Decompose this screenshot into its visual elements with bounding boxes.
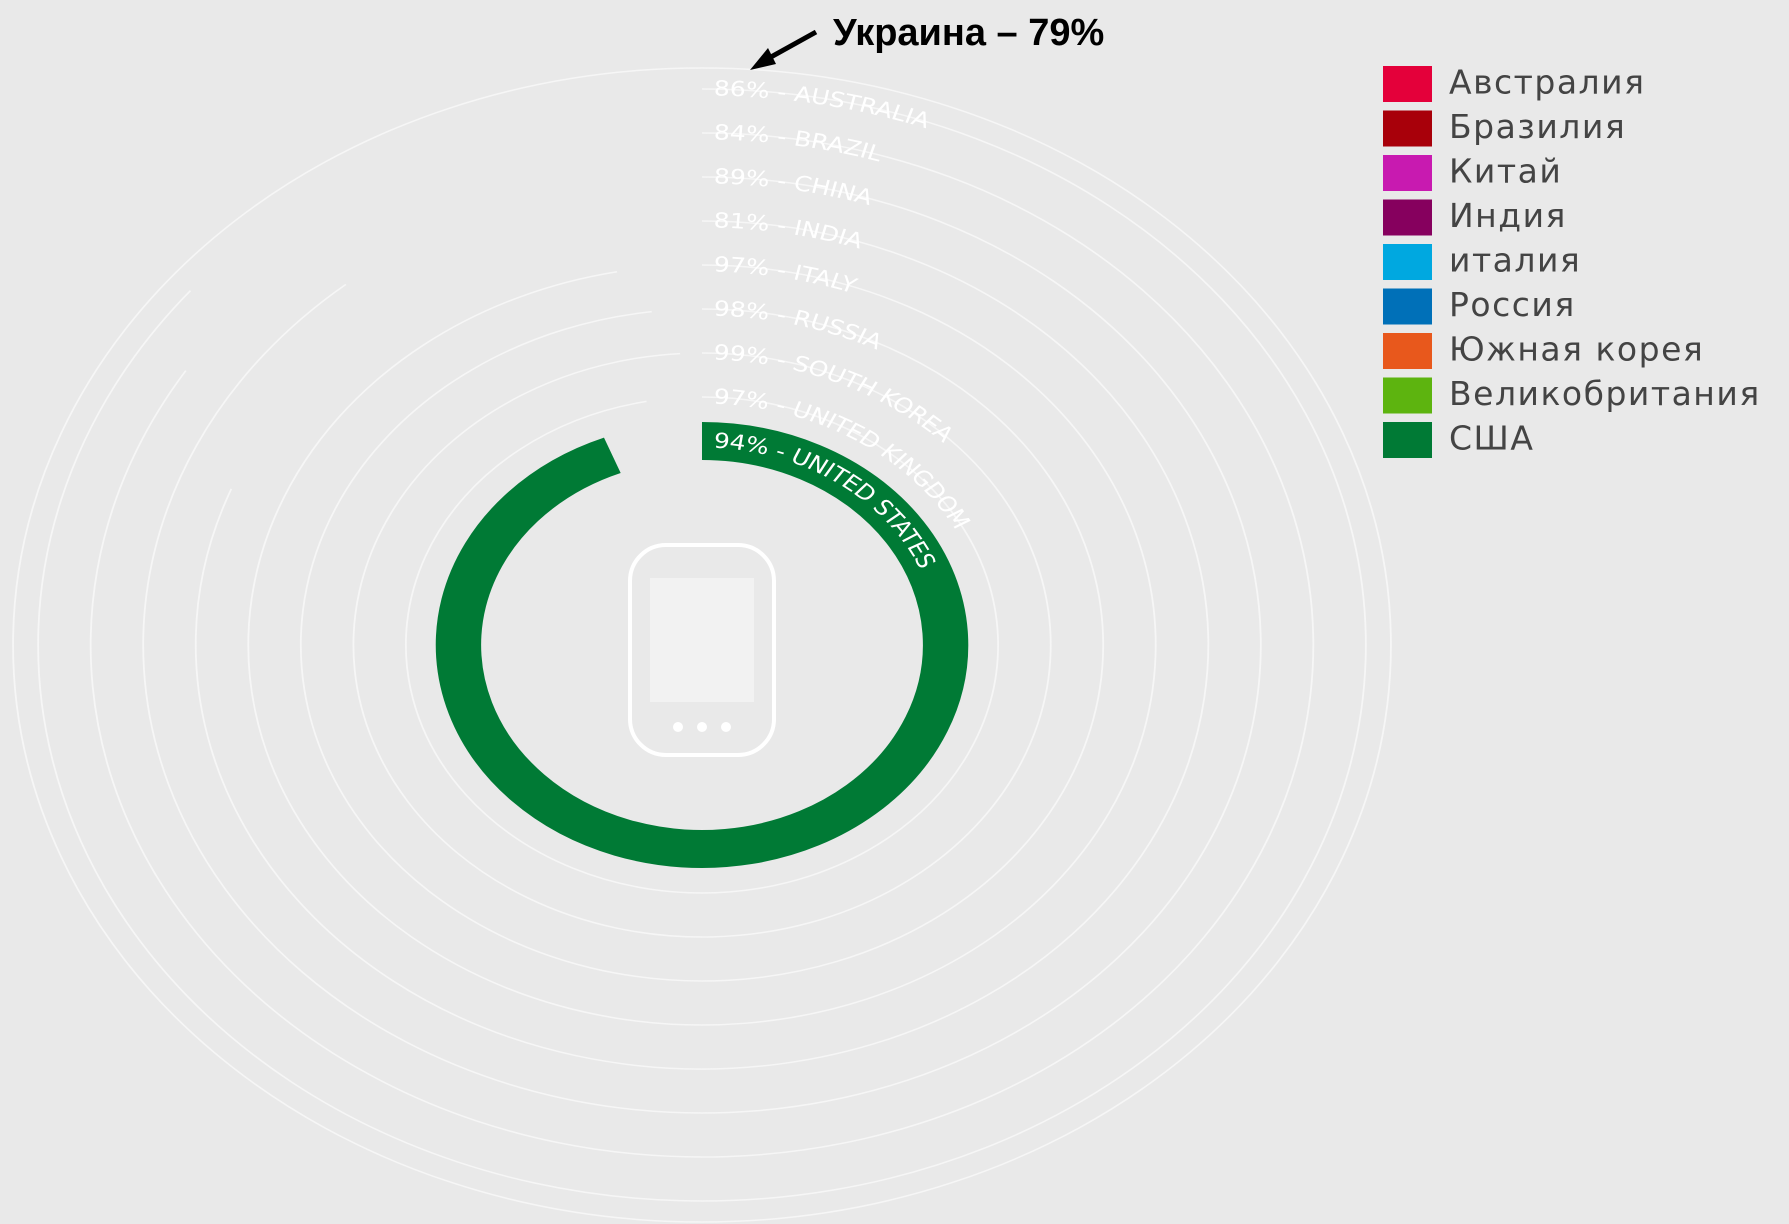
ring-track bbox=[89, 132, 1315, 1158]
legend-swatch bbox=[1383, 244, 1432, 280]
legend-swatch bbox=[1383, 155, 1432, 191]
annotation-arrow bbox=[750, 29, 818, 70]
phone-icon bbox=[628, 543, 776, 757]
legend-label: Бразилия bbox=[1449, 107, 1626, 146]
phone-dot bbox=[697, 722, 707, 732]
ring-track bbox=[352, 352, 1052, 938]
phone-dot bbox=[721, 722, 731, 732]
ring-track bbox=[194, 220, 1210, 1070]
legend-label: италия bbox=[1449, 241, 1581, 280]
ring-track bbox=[142, 176, 1262, 1114]
legend-label: Австралия bbox=[1449, 63, 1645, 102]
legend-swatch bbox=[1383, 199, 1432, 236]
ring-track bbox=[12, 67, 1392, 1223]
legend-swatch bbox=[1383, 422, 1432, 458]
legend-swatch bbox=[1383, 66, 1432, 102]
legend-swatch bbox=[1383, 288, 1432, 325]
legend-label: Индия bbox=[1449, 196, 1567, 235]
ring-track bbox=[405, 396, 999, 894]
arrow-head bbox=[750, 48, 776, 70]
legend-label: Великобритания bbox=[1449, 374, 1761, 413]
legend-swatch bbox=[1383, 110, 1432, 147]
ring-track bbox=[37, 88, 1367, 1202]
legend-swatch bbox=[1383, 377, 1432, 414]
legend-label: Южная корея bbox=[1449, 330, 1704, 369]
annotation: Украина – 79% bbox=[833, 12, 1104, 54]
ring-track bbox=[247, 264, 1157, 1026]
legend-label: Россия bbox=[1449, 285, 1576, 324]
phone-body bbox=[628, 543, 776, 757]
ring-track bbox=[299, 308, 1105, 982]
legend-label: США bbox=[1449, 419, 1534, 458]
phone-screen bbox=[650, 578, 754, 702]
legend: Австралия Бразилия Китай Индия италия Россия Ю… bbox=[1383, 63, 1761, 458]
legend-swatch bbox=[1383, 333, 1432, 369]
ring-bar bbox=[435, 422, 969, 868]
legend-label: Китай bbox=[1449, 152, 1562, 191]
phone-dot bbox=[673, 722, 683, 732]
